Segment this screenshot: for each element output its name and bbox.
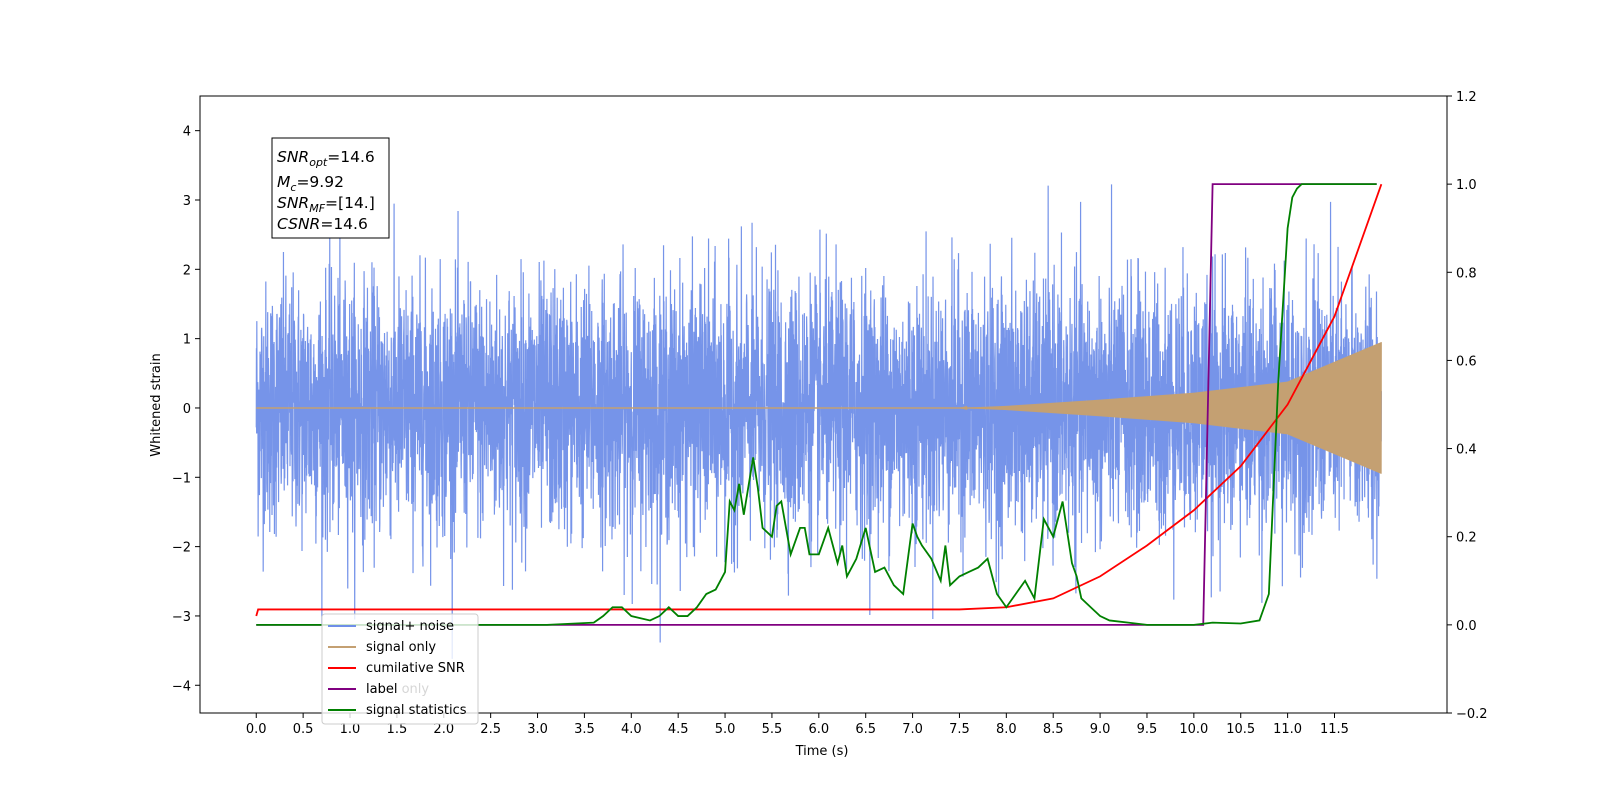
x-tick-label: 7.5 xyxy=(949,722,970,737)
y-tick-label: 0 xyxy=(183,402,191,417)
legend-label-signal-noise: signal+ noise xyxy=(366,619,454,634)
x-tick-label: 4.5 xyxy=(668,722,689,737)
x-axis-label: Time (s) xyxy=(795,744,849,759)
x-tick-label: 11.0 xyxy=(1273,722,1302,737)
annotation-box: SNRopt=14.6 Mc=9.92 SNRMF=[14.] CSNR=14.… xyxy=(271,137,390,239)
y2-tick-label: 0.0 xyxy=(1456,619,1477,634)
signal-noise-trace xyxy=(255,184,1382,659)
x-tick-label: 10.5 xyxy=(1226,722,1255,737)
signal-only-chirp xyxy=(959,342,1382,474)
y-tick-label: 4 xyxy=(183,125,191,140)
x-tick-label: 10.0 xyxy=(1179,722,1208,737)
legend-label-cumulative-snr: cumilative SNR xyxy=(366,661,465,676)
y-axis-label: Whitened strain xyxy=(149,353,164,456)
x-tick-label: 0.5 xyxy=(293,722,314,737)
annotation-snr-mf-value: =[14.] xyxy=(325,194,375,212)
legend-label-signal-only: signal only xyxy=(366,640,436,655)
x-tick-label: 9.5 xyxy=(1137,722,1158,737)
x-tick-label: 0.0 xyxy=(246,722,267,737)
x-tick-label: 7.0 xyxy=(902,722,923,737)
x-tick-label: 1.5 xyxy=(387,722,408,737)
annotation-csnr-value: =14.6 xyxy=(320,215,368,233)
y-tick-label: −3 xyxy=(172,610,191,625)
y-tick-label: −2 xyxy=(172,541,191,556)
x-tick-label: 6.5 xyxy=(855,722,876,737)
x-tick-label: 6.0 xyxy=(808,722,829,737)
legend-label-signal-statistics: signal statistics xyxy=(366,703,467,718)
signal-noise-series xyxy=(255,184,1382,659)
x-tick-label: 9.0 xyxy=(1090,722,1111,737)
signal-only-series xyxy=(256,342,1382,474)
y-tick-label: −4 xyxy=(172,679,191,694)
y2-tick-label: 1.0 xyxy=(1456,178,1477,193)
x-tick-label: 11.5 xyxy=(1320,722,1349,737)
x-tick-label: 2.5 xyxy=(480,722,501,737)
annotation-frame xyxy=(271,137,390,239)
annotation-mc: Mc=9.92 xyxy=(277,173,344,194)
y2-tick-label: 0.6 xyxy=(1456,354,1477,369)
y-axis-left: 4 3 2 1 0 −1 −2 −3 −4 xyxy=(172,125,200,694)
cumulative-snr-line xyxy=(255,183,1383,617)
legend-frame xyxy=(321,613,479,725)
legend-label-label-only: label only xyxy=(366,682,429,697)
y-tick-label: 1 xyxy=(183,333,191,348)
x-axis: 0.0 0.5 1.0 1.5 2.0 2.5 3.0 3.5 4.0 4.5 5.0 5.5 6.0 6… xyxy=(246,713,1349,737)
annotation-snr-opt: SNRopt=14.6 xyxy=(277,148,375,169)
y2-tick-label: 1.2 xyxy=(1456,90,1477,105)
x-tick-label: 1.0 xyxy=(340,722,361,737)
annotation-snr-mf: SNRMF=[14.] xyxy=(277,194,375,215)
y2-tick-label: −0.2 xyxy=(1456,707,1488,722)
x-tick-label: 4.0 xyxy=(621,722,642,737)
y-axis-right: 1.2 1.0 0.8 0.6 0.4 0.2 0.0 −0.2 xyxy=(1447,90,1488,722)
label-line xyxy=(256,183,1377,626)
y-tick-label: 2 xyxy=(183,263,191,278)
x-tick-label: 3.5 xyxy=(574,722,595,737)
plot-area xyxy=(255,183,1383,659)
signal-statistics-line xyxy=(256,183,1377,626)
y2-tick-label: 0.8 xyxy=(1456,266,1477,281)
y-tick-label: −1 xyxy=(172,471,191,486)
x-tick-label: 3.0 xyxy=(527,722,548,737)
legend: signal+ noise signal only cumilative SNR… xyxy=(321,613,479,725)
x-tick-label: 2.0 xyxy=(433,722,454,737)
x-tick-label: 8.0 xyxy=(996,722,1017,737)
x-tick-label: 8.5 xyxy=(1043,722,1064,737)
x-tick-label: 5.5 xyxy=(762,722,783,737)
annotation-mc-value: =9.92 xyxy=(296,173,344,191)
y2-tick-label: 0.2 xyxy=(1456,531,1477,546)
y-tick-label: 3 xyxy=(183,194,191,209)
annotation-csnr: CSNR=14.6 xyxy=(277,215,368,233)
y2-tick-label: 0.4 xyxy=(1456,443,1477,458)
plot-frame xyxy=(199,95,1448,714)
annotation-snr-opt-value: =14.6 xyxy=(327,148,375,166)
legend-label-label: label xyxy=(366,682,397,697)
x-tick-label: 5.0 xyxy=(715,722,736,737)
